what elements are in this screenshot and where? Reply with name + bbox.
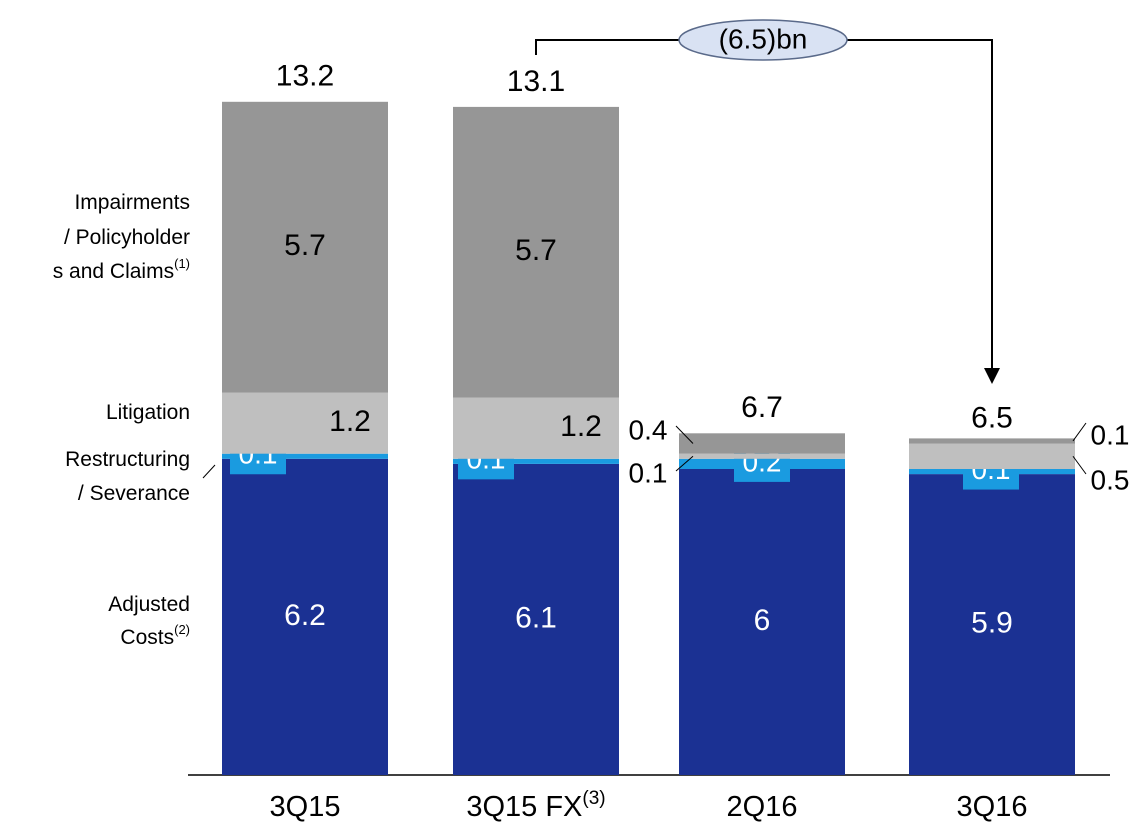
- leader: [1072, 455, 1087, 475]
- series-label-text: s and Claims: [53, 260, 174, 283]
- x-tick-label: 3Q16: [957, 791, 1028, 823]
- series-label: / Severance: [78, 482, 190, 505]
- leader: [675, 425, 694, 444]
- x-tick-text: 2Q16: [727, 791, 798, 823]
- series-label-text: / Policyholder: [64, 226, 190, 249]
- bar-segment: [679, 453, 845, 459]
- bar-segment: [222, 101, 388, 393]
- series-label: Litigation: [106, 401, 190, 424]
- total-label: 6.7: [741, 391, 783, 424]
- annotation: (6.5)bn: [719, 23, 808, 54]
- total-label: 6.5: [971, 401, 1013, 434]
- bracket-right: [846, 39, 993, 370]
- data-label: 0.1: [1091, 419, 1130, 450]
- bar-segment: [453, 397, 619, 459]
- series-label-text: Litigation: [106, 401, 190, 424]
- data-label: 1.2: [329, 405, 371, 438]
- x-tick-text: 3Q16: [957, 791, 1028, 823]
- data-label: 0.4: [629, 414, 668, 445]
- data-label: 0.5: [1091, 464, 1130, 495]
- x-tick-text: 3Q15: [270, 791, 341, 823]
- bar-segment: [679, 469, 845, 775]
- arrow-head: [984, 368, 1000, 384]
- data-label: 0.1: [629, 457, 668, 488]
- x-tick-text: 3Q15 FX: [466, 791, 582, 823]
- leader: [1072, 422, 1087, 442]
- bar-segment: [453, 458, 619, 464]
- bar-segment: [222, 453, 388, 459]
- x-tick-label: 3Q15: [270, 791, 341, 823]
- bar-segment: [909, 438, 1075, 444]
- data-label: 6.1: [515, 601, 557, 634]
- leader: [675, 455, 694, 472]
- bar-segment: [909, 474, 1075, 775]
- series-label: Adjusted: [108, 593, 190, 616]
- series-label: Impairments: [74, 191, 190, 214]
- x-tick-label: 3Q15 FX(3): [466, 788, 605, 823]
- data-label: 5.7: [284, 229, 326, 262]
- x-tick-label: 2Q16: [727, 791, 798, 823]
- series-label-note: (1): [174, 256, 190, 271]
- series-label-text: Costs: [120, 626, 174, 649]
- total-label: 13.1: [507, 65, 565, 98]
- series-label-text: Impairments: [74, 191, 190, 214]
- series-label: Costs(2): [120, 622, 190, 648]
- bar-segment: [453, 463, 619, 775]
- bar-segment: [909, 443, 1075, 469]
- leader: [202, 464, 216, 479]
- data-label: 5.7: [515, 234, 557, 267]
- bracket-left: [535, 39, 680, 55]
- bar-segment: [222, 458, 388, 775]
- total-label: 13.2: [276, 60, 334, 93]
- series-label: s and Claims(1): [53, 256, 190, 282]
- data-label: 6: [754, 604, 771, 637]
- data-label: 1.2: [560, 410, 602, 443]
- series-label-note: (2): [174, 622, 190, 637]
- series-label: / Policyholder: [64, 226, 190, 249]
- data-label: 5.9: [971, 606, 1013, 639]
- series-label-text: / Severance: [78, 482, 190, 505]
- data-label: 6.2: [284, 599, 326, 632]
- bar-segment: [679, 433, 845, 454]
- x-tick-note: (3): [582, 788, 605, 809]
- bar-segment: [453, 106, 619, 398]
- series-label: Restructuring: [65, 448, 190, 471]
- series-label-text: Adjusted: [108, 593, 190, 616]
- bar-segment: [222, 392, 388, 454]
- series-label-text: Restructuring: [65, 448, 190, 471]
- annotation-bubble: [678, 19, 848, 61]
